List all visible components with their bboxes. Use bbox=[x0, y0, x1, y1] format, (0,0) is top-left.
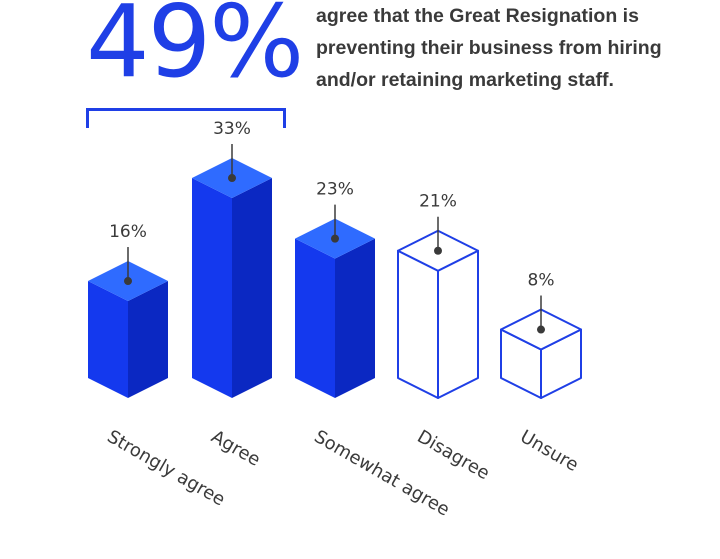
bar-right-face bbox=[232, 178, 272, 398]
bar-left-face bbox=[397, 249, 439, 399]
value-pin-dot bbox=[228, 174, 236, 183]
bar-left-face bbox=[295, 238, 335, 398]
bar-right-face bbox=[128, 281, 168, 398]
value-pin-dot bbox=[124, 277, 132, 286]
headline-stat: 49% bbox=[86, 0, 304, 100]
bar-3: 21% Disagree bbox=[397, 192, 494, 484]
bar-1: 33% Agree bbox=[192, 119, 272, 471]
value-label: 23% bbox=[316, 180, 354, 200]
value-label: 21% bbox=[419, 192, 457, 212]
value-label: 16% bbox=[109, 222, 147, 242]
bar-left-face bbox=[88, 281, 128, 398]
category-label: Disagree bbox=[414, 426, 494, 484]
category-label: Agree bbox=[208, 426, 264, 471]
bar-right-face bbox=[335, 238, 375, 398]
bar-2: 23%Somewhat agree bbox=[295, 180, 453, 521]
value-pin-dot bbox=[537, 325, 545, 334]
bar-left-face bbox=[192, 178, 232, 398]
bar-4: 8% Unsure bbox=[500, 271, 582, 476]
bar-right-face bbox=[437, 249, 479, 399]
headline-text: agree that the Great Resignation is prev… bbox=[316, 5, 662, 91]
value-label: 33% bbox=[213, 119, 251, 139]
value-label: 8% bbox=[528, 271, 555, 291]
stat-bracket bbox=[86, 108, 286, 128]
category-label: Unsure bbox=[517, 426, 582, 476]
value-pin-dot bbox=[434, 246, 442, 255]
value-pin-dot bbox=[331, 234, 339, 243]
